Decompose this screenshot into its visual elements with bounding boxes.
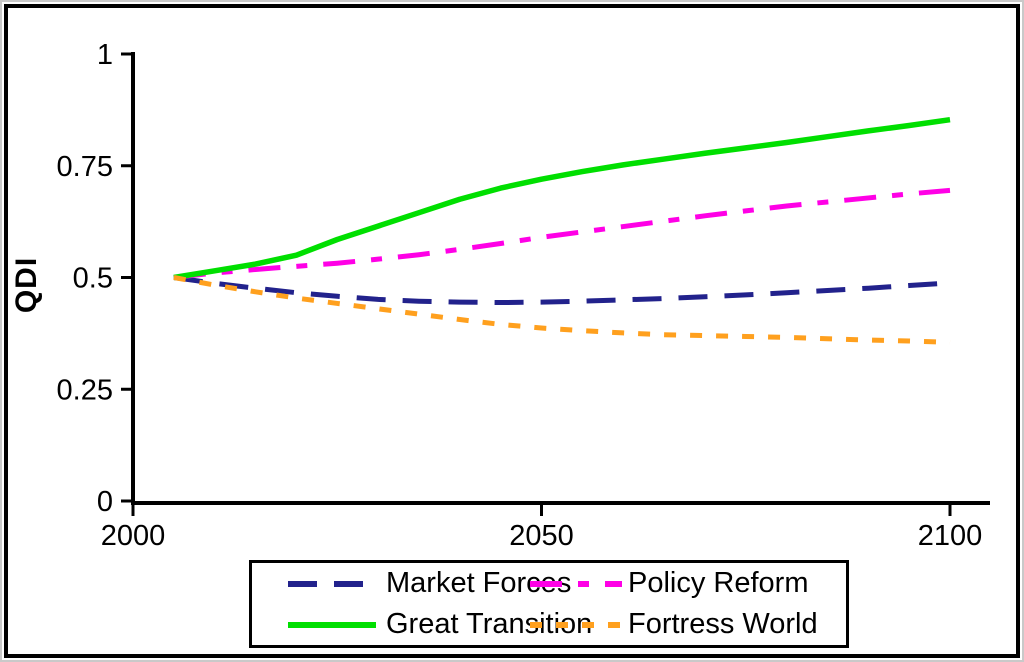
chart-frame: 0 0.25 0.5 0.75 1 2000 2050 2100 QDI Market For…: [4, 4, 1020, 658]
y-tick-label: 0.75: [57, 151, 113, 183]
y-axis-title: QDI: [10, 256, 43, 314]
x-tick-label: 2050: [509, 520, 574, 552]
legend-item-market-forces: Market Forces: [252, 563, 571, 604]
legend-box: Market Forces Policy Reform Great Transi…: [249, 560, 849, 648]
legend-item-policy-reform: Policy Reform: [530, 563, 846, 604]
series-line-fortress-world: [173, 275, 951, 345]
legend-line-fortress-world: [530, 621, 622, 628]
x-tick-label: 2000: [101, 520, 166, 552]
y-tick-label: 0.25: [57, 374, 113, 406]
legend-line-policy-reform: [530, 580, 622, 587]
y-tick-label: 0: [97, 486, 113, 518]
series-line-great-transition: [173, 116, 951, 281]
legend-line-market-forces: [288, 580, 376, 587]
series-line-policy-reform: [173, 187, 951, 280]
legend-item-great-transition: Great Transition: [252, 604, 592, 645]
legend-line-great-transition: [288, 621, 376, 628]
legend-label-policy-reform: Policy Reform: [628, 567, 809, 599]
legend-item-fortress-world: Fortress World: [530, 604, 846, 645]
x-tick-label: 2100: [918, 520, 983, 552]
y-tick-label: 1: [97, 39, 113, 71]
y-tick-label: 0.5: [73, 263, 113, 295]
legend-label-fortress-world: Fortress World: [628, 608, 818, 640]
plot-area: 0 0.25 0.5 0.75 1 2000 2050 2100: [57, 39, 990, 552]
series-line-market-forces: [173, 275, 951, 306]
